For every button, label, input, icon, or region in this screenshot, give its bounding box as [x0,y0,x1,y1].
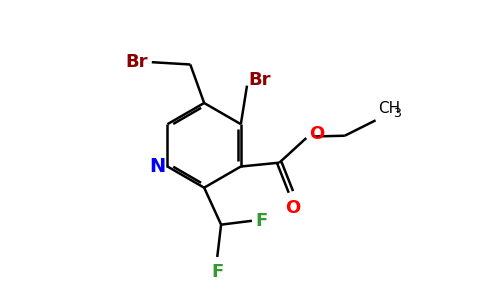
Text: O: O [309,125,325,143]
Text: F: F [255,212,267,230]
Text: 3: 3 [393,106,401,119]
Text: F: F [211,263,224,281]
Text: N: N [150,157,166,176]
Text: CH: CH [378,101,400,116]
Text: O: O [286,199,301,217]
Text: Br: Br [249,70,271,88]
Text: Br: Br [125,53,148,71]
